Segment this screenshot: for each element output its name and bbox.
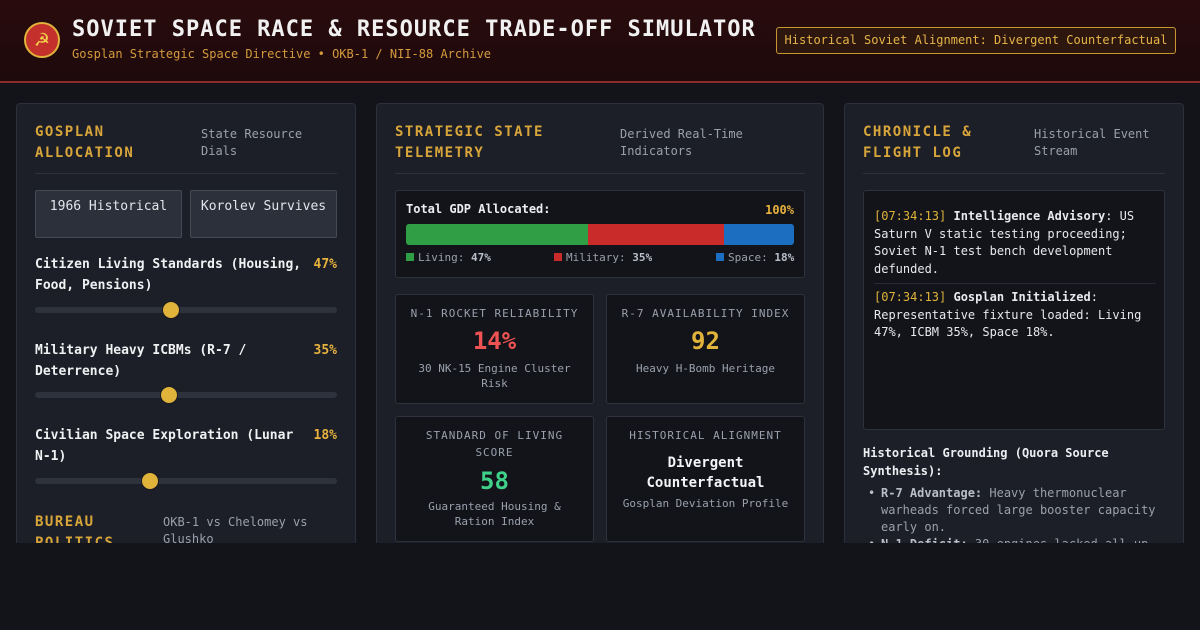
space-exploration-label: Civilian Space Exploration (Lunar N-1) bbox=[35, 428, 294, 464]
app-title: SOVIET SPACE RACE & RESOURCE TRADE-OFF S… bbox=[72, 17, 756, 42]
legend-space: Space: 18% bbox=[716, 251, 794, 264]
legend-swatch bbox=[406, 253, 414, 261]
legend-swatch bbox=[716, 253, 724, 261]
metric-sub: 30 NK-15 Engine Cluster Risk bbox=[418, 362, 571, 390]
metric-label: R-7 AVAILABILITY INDEX bbox=[621, 307, 790, 320]
metric-value: 92 bbox=[691, 327, 720, 355]
military-icbm-slider[interactable] bbox=[35, 386, 337, 404]
legend-living: Living: 47% bbox=[406, 251, 491, 264]
living-standard-card: STANDARD OF LIVING SCORE 58 Guaranteed H… bbox=[395, 416, 594, 542]
gosplan-allocation-panel: GOSPLAN ALLOCATION State Resource Dials … bbox=[16, 103, 356, 563]
event-log[interactable]: [07:34:13] Intelligence Advisory: US Sat… bbox=[863, 190, 1165, 430]
panel-title: GOSPLAN ALLOCATION bbox=[35, 124, 135, 161]
strategic-telemetry-panel: STRATEGIC STATE TELEMETRY Derived Real-T… bbox=[376, 103, 824, 563]
grounding-item: • R-7 Advantage: Heavy thermonuclear warh… bbox=[868, 486, 1156, 534]
space-exploration-slider[interactable] bbox=[35, 472, 337, 490]
historical-alignment-card: HISTORICAL ALIGNMENT Divergent Counterfa… bbox=[606, 416, 805, 542]
panel-divider bbox=[863, 173, 1165, 174]
space-exploration-value: 18% bbox=[313, 428, 337, 443]
log-entry: [07:34:13] Intelligence Advisory: US Sat… bbox=[874, 209, 1135, 276]
preset-korolev-survives-button[interactable]: Korolev Survives bbox=[190, 190, 337, 238]
empty-viewport-area bbox=[0, 543, 1200, 630]
metric-label: HISTORICAL ALIGNMENT bbox=[629, 429, 782, 442]
panel-divider bbox=[395, 173, 805, 174]
log-entry: [07:34:13] Gosplan Initialized: Represen… bbox=[874, 290, 1142, 339]
n1-reliability-card: N-1 ROCKET RELIABILITY 14% 30 NK-15 Engi… bbox=[395, 294, 594, 404]
bureau-politics-caption: OKB-1 vs Chelomey vs Glushko bbox=[163, 515, 308, 546]
metric-value: Divergent Counterfactual bbox=[646, 455, 765, 491]
living-standards-label: Citizen Living Standards (Housing, Food,… bbox=[35, 257, 302, 293]
military-icbm-label: Military Heavy ICBMs (R-7 / Deterrence) bbox=[35, 343, 247, 379]
alignment-badge: Historical Soviet Alignment: Divergent C… bbox=[776, 27, 1176, 54]
metric-label: STANDARD OF LIVING SCORE bbox=[425, 429, 564, 459]
living-standards-slider[interactable] bbox=[35, 301, 337, 319]
slider-thumb[interactable] bbox=[161, 301, 180, 319]
r7-availability-card: R-7 AVAILABILITY INDEX 92 Heavy H-Bomb H… bbox=[606, 294, 805, 404]
panel-title: STRATEGIC STATE TELEMETRY bbox=[395, 124, 544, 161]
metric-sub: Gosplan Deviation Profile bbox=[622, 497, 789, 510]
panel-title: CHRONICLE & FLIGHT LOG bbox=[863, 124, 973, 161]
legend-military: Military: 35% bbox=[554, 251, 652, 264]
gdp-segment-living bbox=[406, 224, 589, 245]
hammer-sickle-icon: ☭ bbox=[24, 22, 60, 58]
app-subtitle: Gosplan Strategic Space Directive • OKB-… bbox=[72, 47, 492, 61]
panel-divider bbox=[35, 173, 337, 174]
metric-value: 58 bbox=[480, 467, 509, 495]
legend-swatch bbox=[554, 253, 562, 261]
living-standards-value: 47% bbox=[313, 257, 337, 272]
metric-sub: Heavy H-Bomb Heritage bbox=[635, 362, 776, 375]
panel-caption: State Resource Dials bbox=[201, 127, 303, 158]
gdp-segment-military bbox=[588, 224, 725, 245]
military-icbm-value: 35% bbox=[313, 343, 337, 358]
grounding-title: Historical Grounding (Quora Source Synth… bbox=[863, 446, 1109, 478]
app-header: ☭ SOVIET SPACE RACE & RESOURCE TRADE-OFF… bbox=[0, 0, 1200, 83]
gdp-stacked-bar bbox=[406, 224, 794, 245]
gdp-label: Total GDP Allocated: bbox=[406, 202, 551, 216]
slider-thumb[interactable] bbox=[160, 386, 179, 404]
gdp-segment-space bbox=[724, 224, 794, 245]
gdp-total: 100% bbox=[765, 203, 794, 217]
metric-sub: Guaranteed Housing & Ration Index bbox=[428, 500, 561, 528]
panel-caption: Derived Real-Time Indicators bbox=[620, 127, 743, 158]
slider-thumb[interactable] bbox=[140, 472, 159, 490]
chronicle-flight-log-panel: CHRONICLE & FLIGHT LOG Historical Event … bbox=[844, 103, 1184, 563]
panel-caption: Historical Event Stream bbox=[1034, 127, 1150, 158]
gdp-allocation-box: Total GDP Allocated: 100% Living: 47% Mi… bbox=[395, 190, 805, 278]
log-separator bbox=[874, 283, 1156, 284]
metric-value: 14% bbox=[472, 327, 517, 355]
preset-1966-historical-button[interactable]: 1966 Historical bbox=[35, 190, 182, 238]
metric-label: N-1 ROCKET RELIABILITY bbox=[410, 307, 579, 320]
